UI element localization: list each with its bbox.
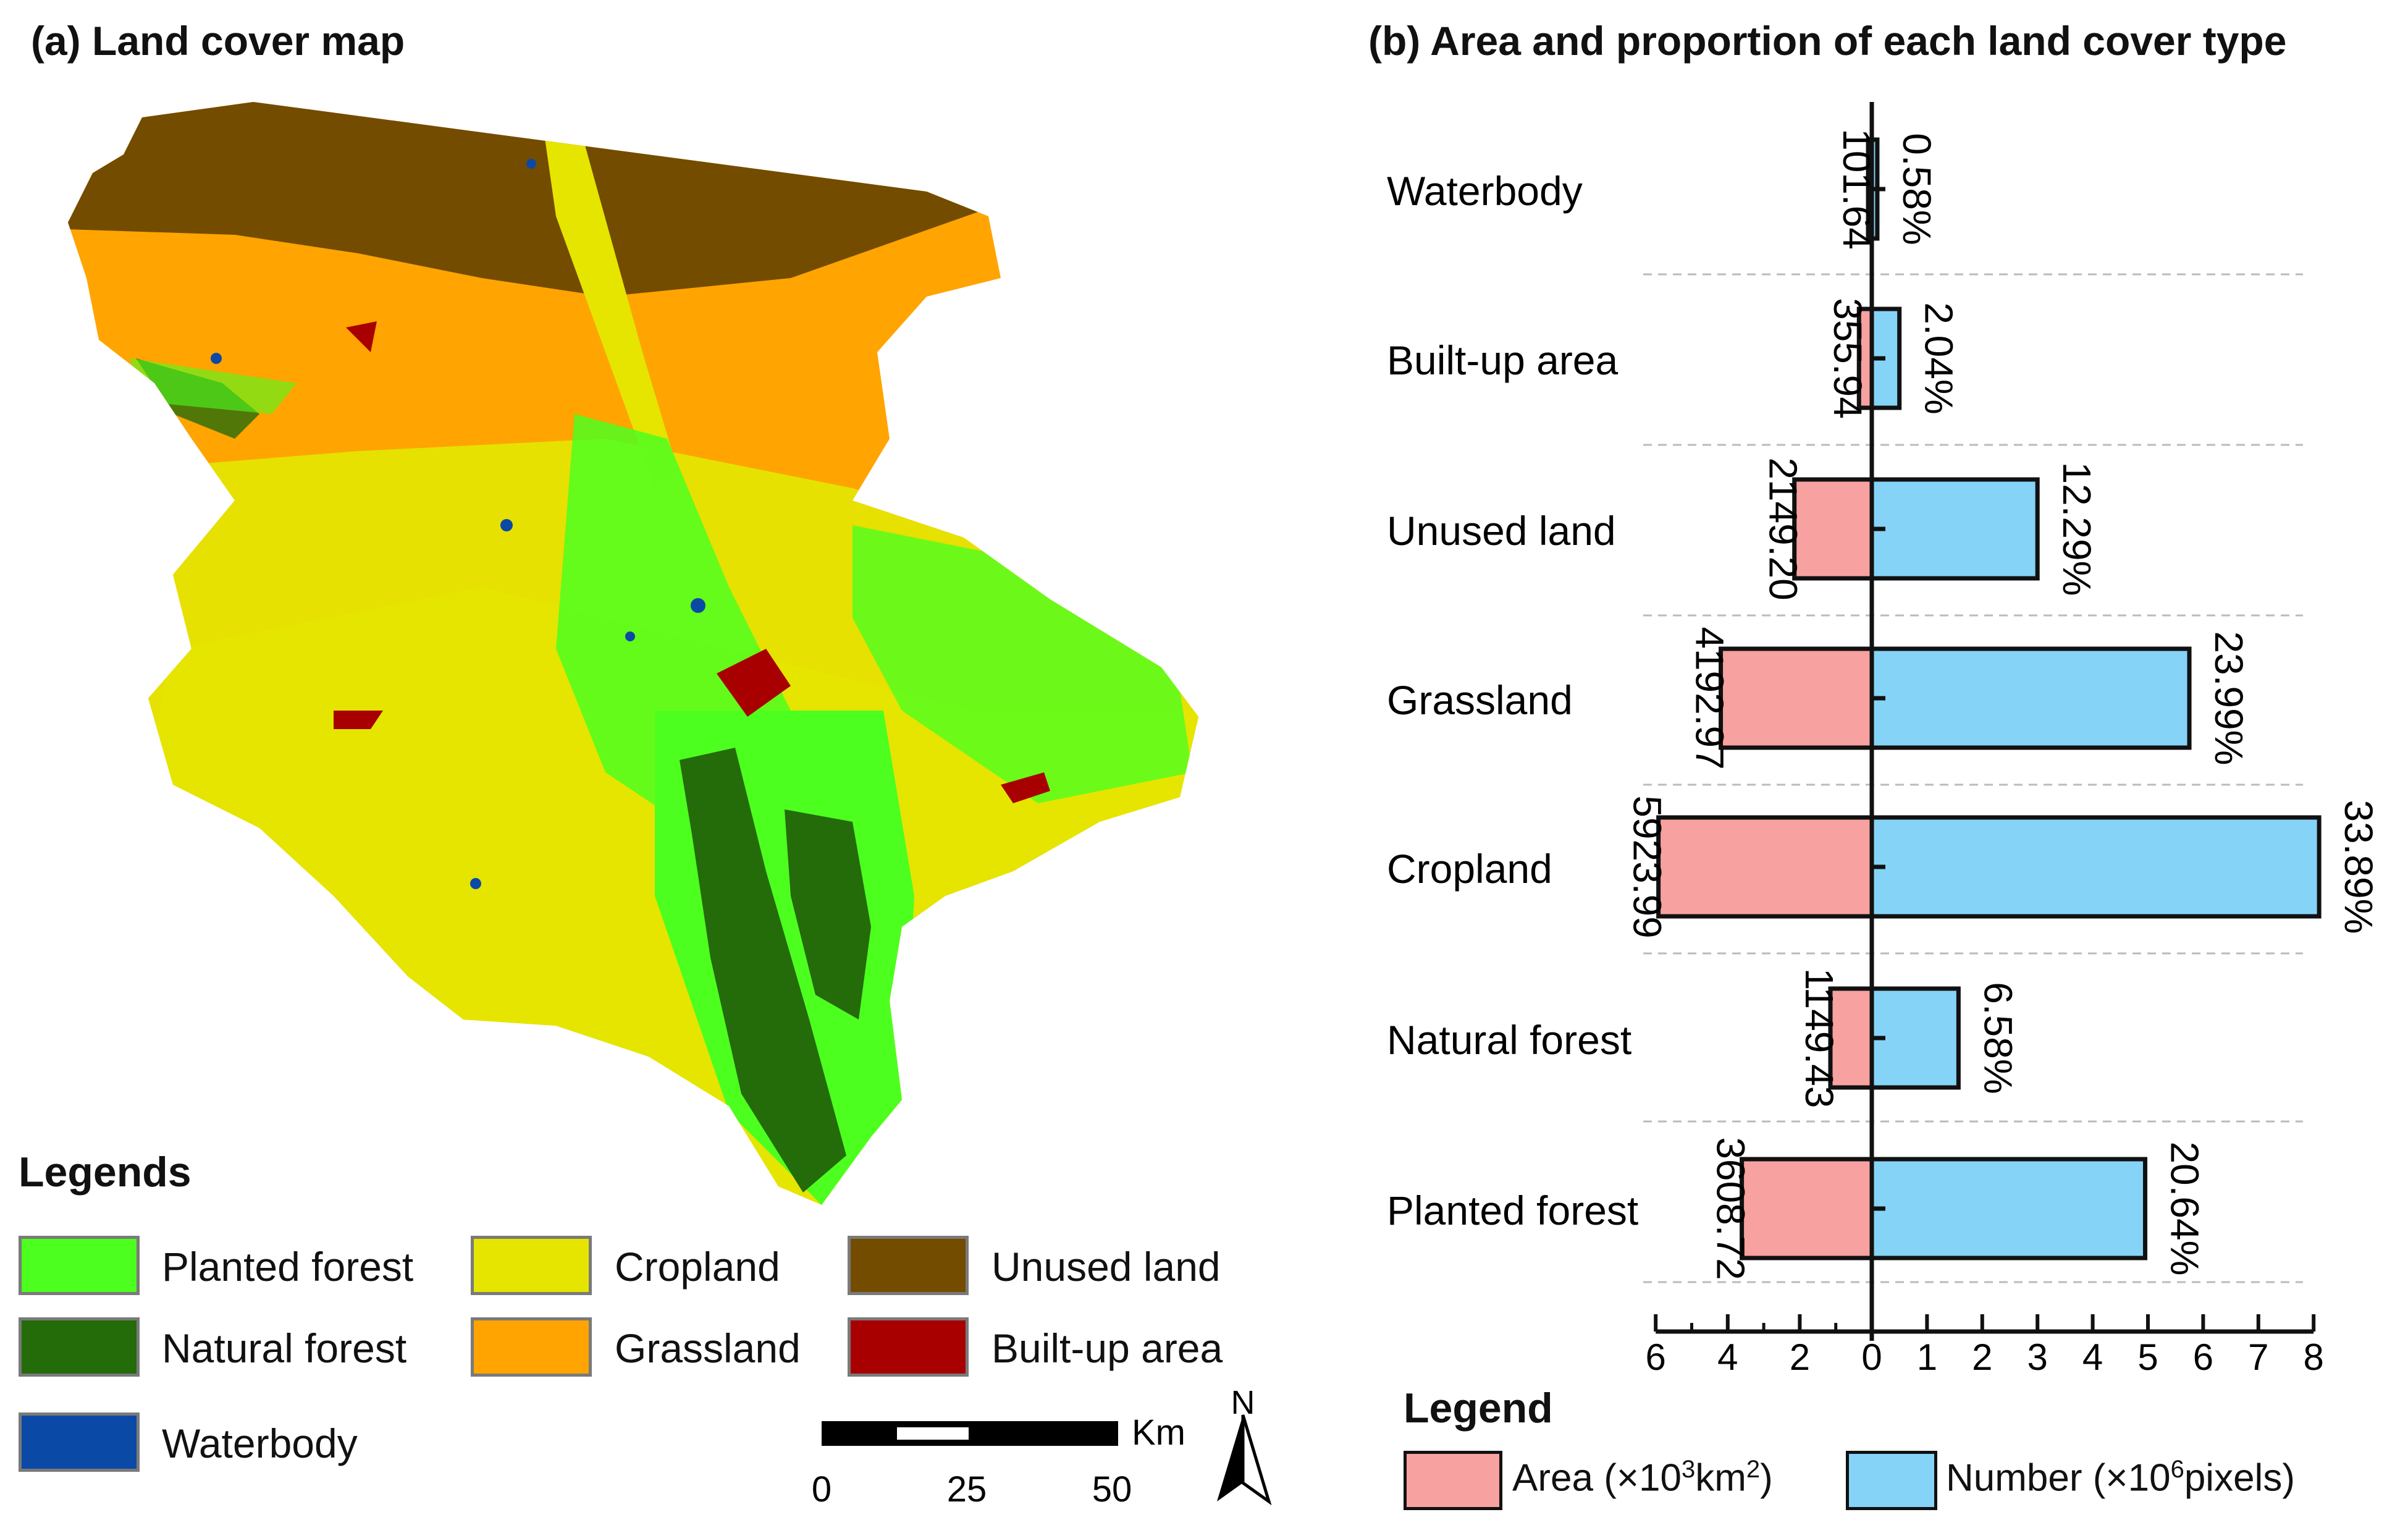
category-label-1: Built-up area xyxy=(1387,337,1619,383)
x-tick-label-0: 6 xyxy=(1646,1336,1666,1372)
legend-label-planted-forest: Planted forest xyxy=(162,1244,414,1290)
legend-label-waterbody: Waterbody xyxy=(162,1421,358,1466)
category-label-6: Planted forest xyxy=(1387,1188,1638,1233)
x-tick-label-7: 4 xyxy=(2082,1336,2103,1372)
percent-label-1: 2.04% xyxy=(1917,302,1961,414)
x-tick-label-6: 3 xyxy=(2027,1336,2048,1372)
percent-label-0: 0.58% xyxy=(1895,133,1939,245)
panel-a-title: (a) Land cover map xyxy=(31,18,405,64)
category-label-3: Grassland xyxy=(1387,677,1573,723)
legend-swatch-area xyxy=(1404,1451,1502,1510)
bar-area-3 xyxy=(1719,646,1874,750)
scale-tick-25: 25 xyxy=(947,1469,987,1509)
land-cover-map xyxy=(68,102,1198,1205)
x-tick-label-1: 4 xyxy=(1717,1336,1738,1372)
bar-area-5 xyxy=(1828,986,1874,1090)
percent-label-5: 6.58% xyxy=(1976,982,2020,1094)
legend-label-built-up-area: Built-up area xyxy=(991,1325,1223,1371)
area-value-label-4: 5923.99 xyxy=(1625,795,1670,938)
bar-area-4 xyxy=(1656,815,1874,919)
legends-title: Legends xyxy=(19,1149,192,1196)
x-tick-label-5: 2 xyxy=(1972,1336,1992,1372)
legend-label-natural-forest: Natural forest xyxy=(162,1325,407,1371)
category-label-5: Natural forest xyxy=(1387,1017,1631,1063)
scale-tick-50: 50 xyxy=(1092,1469,1132,1509)
scale-unit: Km xyxy=(1132,1412,1185,1453)
area-value-label-2: 2149.20 xyxy=(1761,457,1806,600)
category-label-0: Waterbody xyxy=(1387,168,1583,214)
scale-bar: Km 0 25 50 N xyxy=(812,1390,1272,1509)
bar-area-2 xyxy=(1792,477,1874,581)
bar-number-3 xyxy=(1869,646,2192,750)
area-value-label-3: 4192.97 xyxy=(1688,627,1732,769)
area-value-label-5: 1149.43 xyxy=(1797,968,1842,1108)
bar-number-4 xyxy=(1869,815,2322,919)
north-arrow-icon xyxy=(1217,1414,1272,1506)
category-label-2: Unused land xyxy=(1387,508,1616,554)
category-label-4: Cropland xyxy=(1387,846,1552,892)
scale-tick-0: 0 xyxy=(812,1469,831,1509)
legend-swatch-natural-forest xyxy=(19,1317,140,1377)
percent-label-4: 33.89% xyxy=(2336,800,2381,934)
percent-label-2: 12.29% xyxy=(2055,462,2099,596)
percent-label-6: 20.64% xyxy=(2163,1141,2207,1275)
legend-swatch-unused-land xyxy=(848,1236,969,1295)
legend-swatch-planted-forest xyxy=(19,1236,140,1295)
legend-label-number: Number (×106pixels) xyxy=(1946,1456,2295,1500)
north-label: N xyxy=(1231,1390,1255,1421)
panel-b-title: (b) Area and proportion of each land cov… xyxy=(1368,18,2287,64)
x-tick-label-11: 8 xyxy=(2304,1336,2324,1372)
legend-swatch-grassland xyxy=(471,1317,592,1377)
x-tick-label-9: 6 xyxy=(2193,1336,2213,1372)
land-cover-bar-chart: Waterbody 101.64 0.58%Built-up area 355.94 2… xyxy=(1387,102,2381,1372)
legend-label-unused-land: Unused land xyxy=(991,1244,1221,1290)
bar-number-2 xyxy=(1869,477,2040,581)
area-value-label-6: 3608.72 xyxy=(1709,1137,1753,1280)
chart-legend-title: Legend xyxy=(1404,1385,1553,1432)
x-tick-label-10: 7 xyxy=(2248,1336,2268,1372)
x-tick-label-3: 0 xyxy=(1861,1336,1882,1372)
legend-swatch-cropland xyxy=(471,1236,592,1295)
bar-area-6 xyxy=(1740,1157,1874,1260)
legend-label-area: Area (×103km2) xyxy=(1512,1456,1773,1500)
x-tick-label-8: 5 xyxy=(2137,1336,2158,1372)
percent-label-3: 23.99% xyxy=(2207,631,2251,765)
legend-swatch-waterbody xyxy=(19,1412,140,1472)
legend-label-grassland: Grassland xyxy=(615,1325,801,1371)
bar-number-6 xyxy=(1869,1157,2148,1260)
legend-label-cropland: Cropland xyxy=(615,1244,780,1290)
legend-swatch-built-up-area xyxy=(848,1317,969,1377)
area-value-label-1: 355.94 xyxy=(1825,298,1870,419)
x-tick-label-4: 1 xyxy=(1917,1336,1937,1372)
legend-swatch-number xyxy=(1846,1451,1937,1510)
x-tick-label-2: 2 xyxy=(1790,1336,1810,1372)
